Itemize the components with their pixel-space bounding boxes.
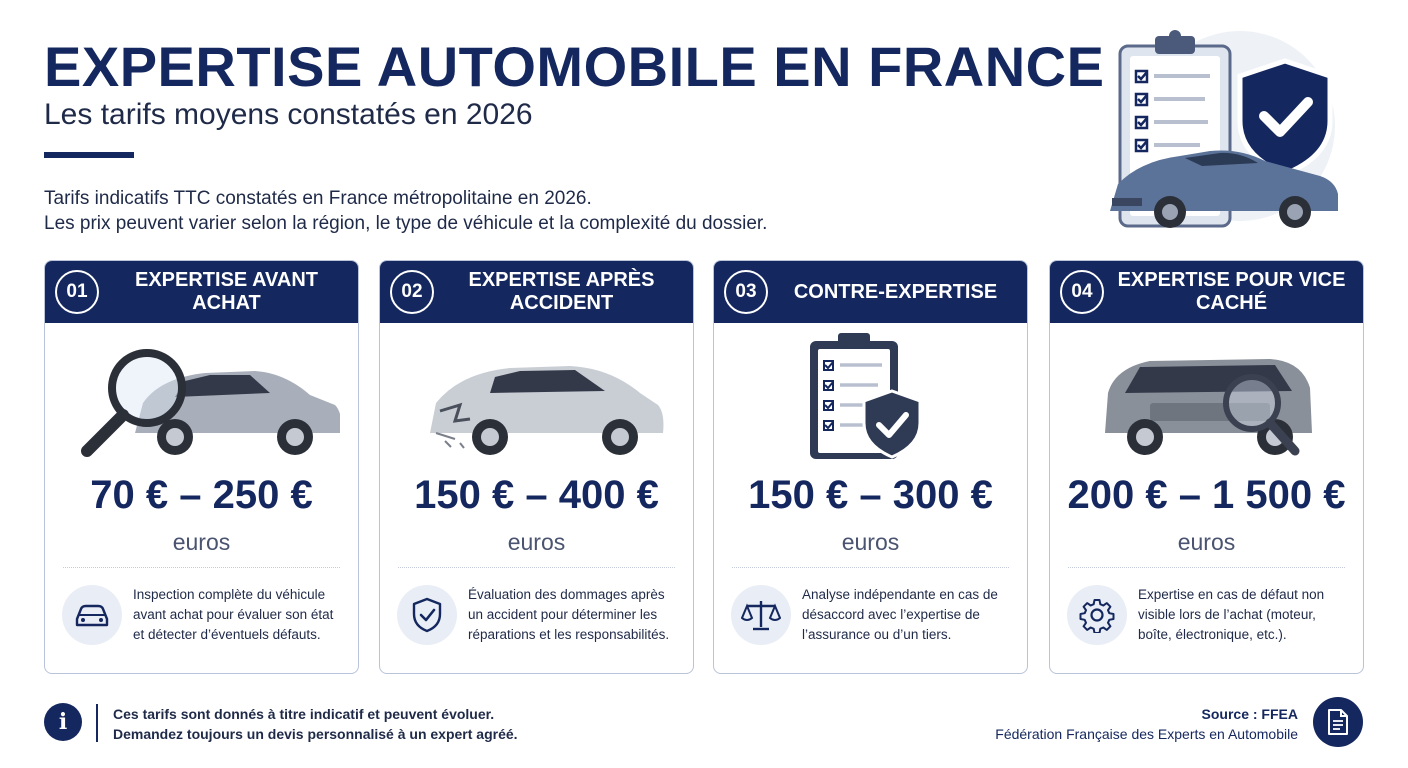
card-title: EXPERTISE POUR VICE CACHÉ — [1117, 269, 1346, 314]
card-header: 02 EXPERTISE APRÈS ACCIDENT — [380, 261, 693, 323]
card-number: 02 — [390, 270, 434, 314]
footer-note: Ces tarifs sont donnés à titre indicatif… — [113, 704, 518, 744]
card-divider — [63, 567, 340, 568]
gear-icon — [1067, 585, 1127, 645]
card-price: 150 € – 300 € — [748, 473, 993, 517]
card-divider — [732, 567, 1009, 568]
card-header: 03 CONTRE-EXPERTISE — [714, 261, 1027, 323]
card-price: 200 € – 1 500 € — [1067, 473, 1346, 517]
intro-text: Tarifs indicatifs TTC constatés en Franc… — [44, 186, 767, 236]
intro-line-2: Les prix peuvent varier selon la région,… — [44, 213, 768, 234]
shield-check-icon — [397, 585, 457, 645]
car-icon — [62, 585, 122, 645]
footer-note-line-2: Demandez toujours un devis personnalisé … — [113, 726, 518, 742]
card-contre-expertise: 03 CONTRE-EXPERTISE 150 € – 300 € euros … — [713, 260, 1028, 674]
card-description: Expertise en cas de défaut non visible l… — [1138, 587, 1325, 642]
clipboard-shield-illustration — [810, 333, 922, 459]
footer-divider — [96, 704, 98, 742]
source-organization: Fédération Française des Experts en Auto… — [995, 726, 1298, 742]
card-description: Évaluation des dommages après un acciden… — [468, 587, 670, 642]
card-price: 150 € – 400 € — [414, 473, 659, 517]
card-title: CONTRE-EXPERTISE — [793, 280, 998, 303]
source-label: Source : FFEA — [1201, 706, 1298, 722]
hero-illustration — [1110, 30, 1338, 228]
card-price: 70 € – 250 € — [90, 473, 313, 517]
card-header: 04 EXPERTISE POUR VICE CACHÉ — [1050, 261, 1363, 323]
title-underline — [44, 152, 134, 158]
card-vice-cache: 04 EXPERTISE POUR VICE CACHÉ 200 € – 1 5… — [1049, 260, 1364, 674]
document-icon — [1313, 697, 1363, 747]
card-avant-achat: 01 EXPERTISE AVANT ACHAT 70 € – 250 € eu… — [44, 260, 359, 674]
page-subtitle: Les tarifs moyens constatés en 2026 — [44, 98, 533, 131]
card-description: Inspection complète du véhicule avant ac… — [133, 587, 334, 642]
card-unit: euros — [507, 529, 566, 555]
card-divider — [398, 567, 675, 568]
card-number: 01 — [55, 270, 99, 314]
card-divider — [1068, 567, 1345, 568]
car-magnifier-illustration — [81, 349, 340, 457]
suv-magnifier-illustration — [1105, 359, 1312, 456]
card-title: EXPERTISE APRÈS ACCIDENT — [468, 269, 655, 314]
footer-note-line-1: Ces tarifs sont donnés à titre indicatif… — [113, 706, 495, 722]
card-description: Analyse indépendante en cas de désaccord… — [802, 587, 998, 642]
info-icon: i — [44, 703, 82, 741]
card-number: 03 — [724, 270, 768, 314]
card-number: 04 — [1060, 270, 1104, 314]
page-title: EXPERTISE AUTOMOBILE EN FRANCE — [44, 35, 1105, 98]
scales-icon — [731, 585, 791, 645]
card-apres-accident: 02 EXPERTISE APRÈS ACCIDENT 150 € – 400 … — [379, 260, 694, 674]
card-header: 01 EXPERTISE AVANT ACHAT — [45, 261, 358, 323]
intro-line-1: Tarifs indicatifs TTC constatés en Franc… — [44, 188, 592, 209]
card-unit: euros — [841, 529, 900, 555]
card-title: EXPERTISE AVANT ACHAT — [135, 269, 318, 314]
card-unit: euros — [172, 529, 231, 555]
source-block: Source : FFEA Fédération Française des E… — [995, 704, 1298, 744]
damaged-car-illustration — [430, 366, 664, 455]
card-unit: euros — [1177, 529, 1236, 555]
